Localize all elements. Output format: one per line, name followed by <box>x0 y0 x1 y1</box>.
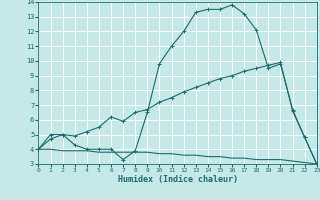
X-axis label: Humidex (Indice chaleur): Humidex (Indice chaleur) <box>118 175 238 184</box>
